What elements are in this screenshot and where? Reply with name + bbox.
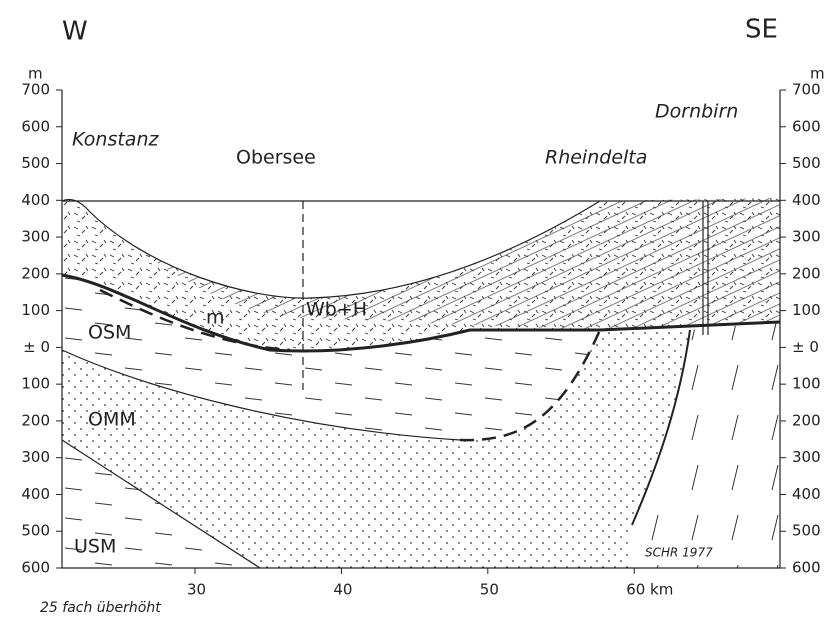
unit-usm: USM bbox=[74, 536, 116, 558]
unit-osm: OSM bbox=[88, 322, 131, 344]
y-tick-label-right: 400 bbox=[792, 485, 821, 503]
y-tick-label-right: 300 bbox=[792, 448, 821, 466]
place-konstanz: Konstanz bbox=[72, 129, 159, 151]
y-tick-label-right: 100 bbox=[792, 301, 821, 319]
exaggeration-note: 25 fach überhöht bbox=[40, 600, 161, 616]
y-tick-label-left: 600 bbox=[21, 117, 50, 135]
y-tick-label-right: 200 bbox=[792, 411, 821, 429]
x-tick-label: 40 bbox=[333, 581, 352, 599]
unit-left: m bbox=[28, 65, 43, 83]
y-tick-label-right: 600 bbox=[792, 117, 821, 135]
y-tick-label-left: 600 bbox=[21, 559, 50, 577]
y-tick-label-left: 200 bbox=[21, 264, 50, 282]
y-tick-label-right: 500 bbox=[792, 522, 821, 540]
geology bbox=[62, 90, 780, 568]
y-tick-label-right: 400 bbox=[792, 191, 821, 209]
y-tick-label-left: 400 bbox=[21, 191, 50, 209]
y-tick-label-right: ± 0 bbox=[792, 338, 819, 356]
place-dornbirn: Dornbirn bbox=[655, 101, 738, 123]
unit-m: m bbox=[206, 307, 225, 329]
y-tick-label-left: 300 bbox=[21, 228, 50, 246]
x-tick-label: 30 bbox=[187, 581, 206, 599]
y-tick-label-left: 200 bbox=[21, 411, 50, 429]
y-tick-label-right: 200 bbox=[792, 264, 821, 282]
y-tick-label-right: 600 bbox=[792, 559, 821, 577]
place-rheindelta: Rheindelta bbox=[545, 147, 647, 169]
cross-section: 700 700 600 600 500 500 400 400 300 300 200 200 100 1… bbox=[0, 0, 831, 621]
y-tick-label-left: 500 bbox=[21, 154, 50, 172]
unit-omm: OMM bbox=[88, 409, 136, 431]
place-obersee: Obersee bbox=[236, 147, 316, 169]
y-tick-label-left: 100 bbox=[21, 301, 50, 319]
y-tick-label-right: 100 bbox=[792, 375, 821, 393]
x-tick-label: 60 km bbox=[626, 581, 673, 599]
x-tick-label: 50 bbox=[480, 581, 499, 599]
y-tick-label-left: 100 bbox=[21, 375, 50, 393]
credit: SCHR 1977 bbox=[645, 546, 713, 560]
y-tick-label-right: 500 bbox=[792, 154, 821, 172]
unit-right: m bbox=[810, 65, 825, 83]
direction-left: W bbox=[62, 17, 88, 47]
y-tick-label-right: 700 bbox=[792, 81, 821, 99]
y-tick-label-left: 400 bbox=[21, 485, 50, 503]
direction-right: SE bbox=[745, 15, 778, 45]
unit-wbh: Wb+H bbox=[306, 299, 367, 321]
y-tick-label-left: 500 bbox=[21, 522, 50, 540]
y-tick-label-left: 300 bbox=[21, 448, 50, 466]
y-tick-label-left: 700 bbox=[21, 81, 50, 99]
y-tick-label-left: ± 0 bbox=[23, 338, 50, 356]
y-tick-label-right: 300 bbox=[792, 228, 821, 246]
